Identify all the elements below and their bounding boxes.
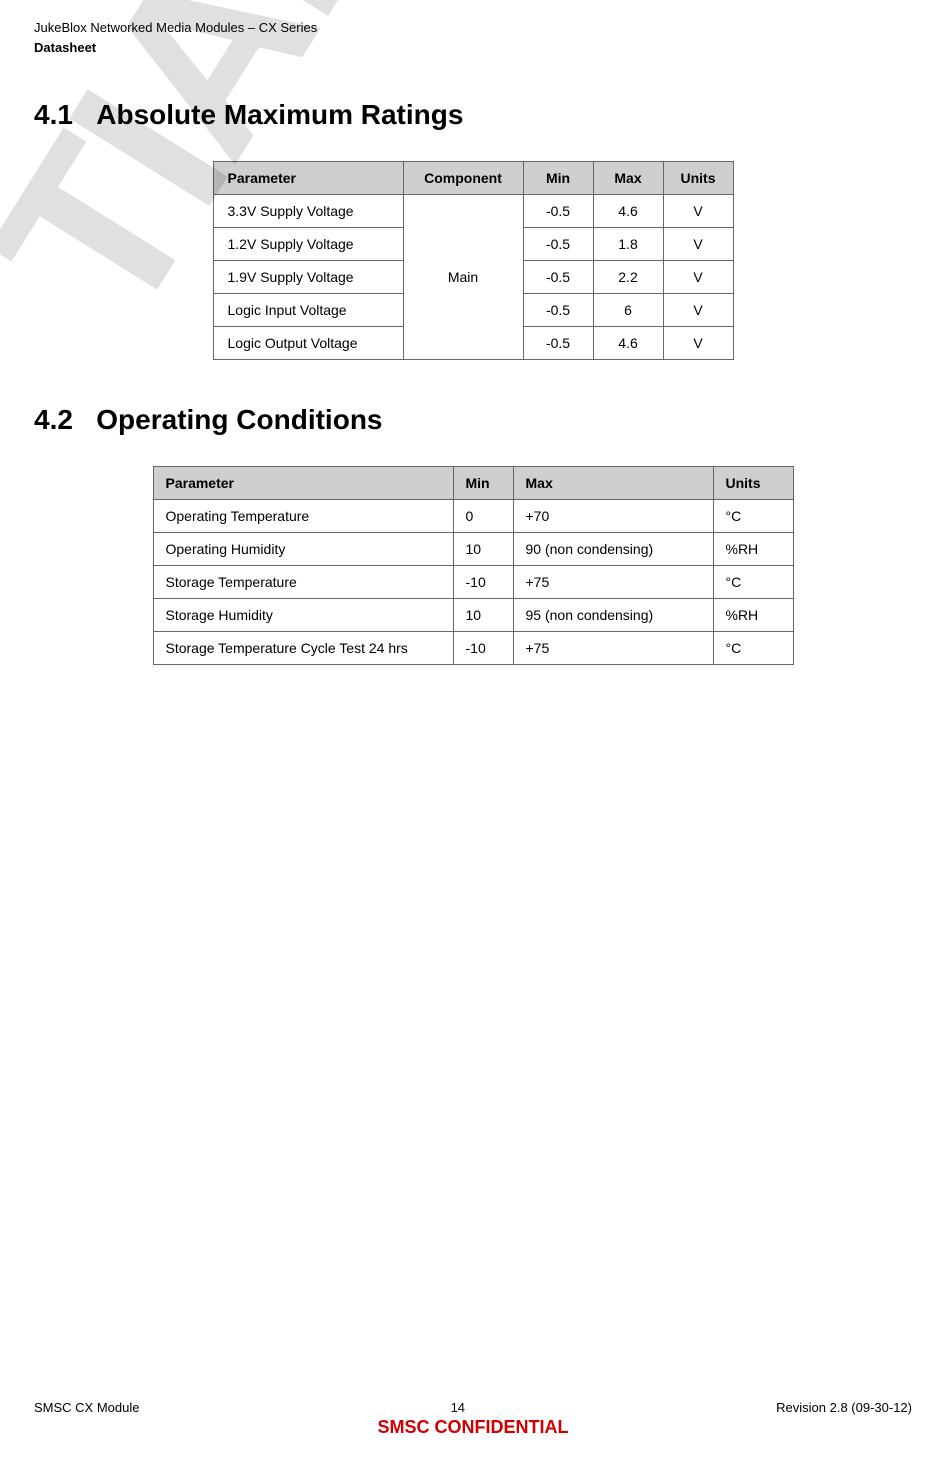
- cell-parameter: Logic Output Voltage: [213, 327, 403, 360]
- cell-units: V: [663, 294, 733, 327]
- cell-units: °C: [713, 566, 793, 599]
- section-4-2-number: 4.2: [34, 404, 73, 435]
- cell-units: V: [663, 228, 733, 261]
- cell-min: -0.5: [523, 327, 593, 360]
- cell-min: -0.5: [523, 228, 593, 261]
- table-row: Operating Temperature 0 +70 °C: [153, 500, 793, 533]
- cell-min: -0.5: [523, 195, 593, 228]
- operating-conditions-table: Parameter Min Max Units Operating Temper…: [153, 466, 794, 665]
- cell-min: 10: [453, 599, 513, 632]
- cell-parameter: Logic Input Voltage: [213, 294, 403, 327]
- cell-parameter: Operating Temperature: [153, 500, 453, 533]
- th-units: Units: [713, 467, 793, 500]
- page-footer: SMSC CX Module 14 Revision 2.8 (09-30-12…: [34, 1400, 912, 1438]
- header-line-2: Datasheet: [34, 38, 912, 58]
- cell-parameter: Operating Humidity: [153, 533, 453, 566]
- cell-max: 2.2: [593, 261, 663, 294]
- section-4-1-number: 4.1: [34, 99, 73, 130]
- cell-max: 4.6: [593, 327, 663, 360]
- cell-min: -10: [453, 632, 513, 665]
- cell-units: °C: [713, 500, 793, 533]
- cell-parameter: Storage Temperature: [153, 566, 453, 599]
- cell-parameter: 1.9V Supply Voltage: [213, 261, 403, 294]
- table-row: 3.3V Supply Voltage Main -0.5 4.6 V: [213, 195, 733, 228]
- header-line-1: JukeBlox Networked Media Modules – CX Se…: [34, 18, 912, 38]
- table-row: Storage Humidity 10 95 (non condensing) …: [153, 599, 793, 632]
- cell-max: 95 (non condensing): [513, 599, 713, 632]
- cell-min: 0: [453, 500, 513, 533]
- cell-max: 6: [593, 294, 663, 327]
- footer-right: Revision 2.8 (09-30-12): [776, 1400, 912, 1415]
- section-4-2-title: 4.2 Operating Conditions: [34, 404, 912, 436]
- th-parameter: Parameter: [213, 162, 403, 195]
- cell-parameter: 1.2V Supply Voltage: [213, 228, 403, 261]
- cell-parameter: Storage Humidity: [153, 599, 453, 632]
- cell-parameter: 3.3V Supply Voltage: [213, 195, 403, 228]
- table-row: Operating Humidity 10 90 (non condensing…: [153, 533, 793, 566]
- th-min: Min: [453, 467, 513, 500]
- cell-max: 1.8: [593, 228, 663, 261]
- table-row: Storage Temperature -10 +75 °C: [153, 566, 793, 599]
- th-units: Units: [663, 162, 733, 195]
- cell-max: 90 (non condensing): [513, 533, 713, 566]
- cell-max: 4.6: [593, 195, 663, 228]
- cell-min: -10: [453, 566, 513, 599]
- cell-min: -0.5: [523, 294, 593, 327]
- cell-component: Main: [403, 195, 523, 360]
- section-4-1-name: Absolute Maximum Ratings: [96, 99, 463, 130]
- cell-parameter: Storage Temperature Cycle Test 24 hrs: [153, 632, 453, 665]
- cell-min: 10: [453, 533, 513, 566]
- cell-min: -0.5: [523, 261, 593, 294]
- cell-units: V: [663, 261, 733, 294]
- cell-max: +70: [513, 500, 713, 533]
- cell-max: +75: [513, 632, 713, 665]
- footer-left: SMSC CX Module: [34, 1400, 139, 1415]
- cell-units: V: [663, 195, 733, 228]
- cell-units: °C: [713, 632, 793, 665]
- cell-max: +75: [513, 566, 713, 599]
- th-component: Component: [403, 162, 523, 195]
- table-row: Storage Temperature Cycle Test 24 hrs -1…: [153, 632, 793, 665]
- cell-units: %RH: [713, 533, 793, 566]
- table-header-row: Parameter Min Max Units: [153, 467, 793, 500]
- cell-units: %RH: [713, 599, 793, 632]
- cell-units: V: [663, 327, 733, 360]
- page-header: JukeBlox Networked Media Modules – CX Se…: [34, 18, 912, 57]
- footer-page-number: 14: [451, 1400, 465, 1415]
- table-header-row: Parameter Component Min Max Units: [213, 162, 733, 195]
- abs-max-ratings-table: Parameter Component Min Max Units 3.3V S…: [213, 161, 734, 360]
- th-min: Min: [523, 162, 593, 195]
- section-4-1-title: 4.1 Absolute Maximum Ratings: [34, 99, 912, 131]
- th-max: Max: [593, 162, 663, 195]
- th-max: Max: [513, 467, 713, 500]
- th-parameter: Parameter: [153, 467, 453, 500]
- section-4-2-name: Operating Conditions: [96, 404, 382, 435]
- footer-confidential: SMSC CONFIDENTIAL: [34, 1417, 912, 1438]
